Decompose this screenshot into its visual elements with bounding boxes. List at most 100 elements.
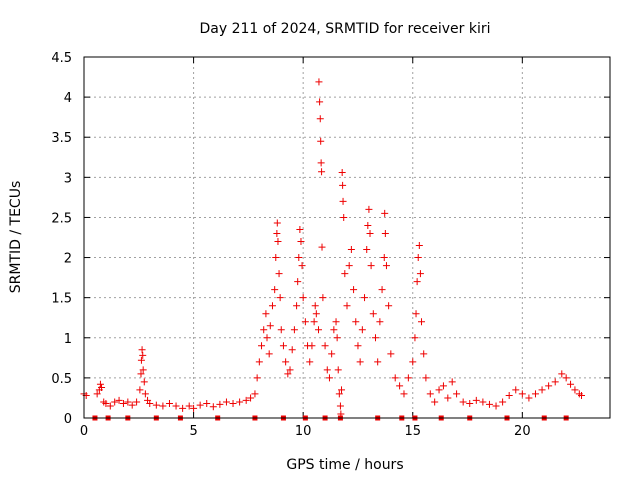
data-point (365, 205, 373, 213)
data-point (551, 378, 559, 386)
data-point (422, 374, 430, 382)
data-point (98, 384, 106, 392)
data-point (172, 402, 180, 410)
data-point (315, 78, 323, 86)
data-point (111, 398, 119, 406)
data-point (273, 229, 281, 237)
data-point (466, 400, 474, 408)
y-tick-label: 2 (64, 252, 72, 267)
data-point (296, 225, 304, 233)
data-point (578, 392, 586, 400)
y-tick-label: 2.5 (51, 211, 72, 226)
data-point (333, 334, 341, 342)
data-point (411, 334, 419, 342)
y-tick-label: 0 (64, 412, 72, 427)
y-tick-label: 4.5 (51, 51, 72, 66)
data-point (338, 386, 346, 394)
data-point (431, 398, 439, 406)
data-point (318, 168, 326, 176)
data-point (339, 197, 347, 205)
data-point (363, 246, 371, 254)
data-point (335, 390, 343, 398)
data-point (334, 366, 342, 374)
data-point (562, 374, 570, 382)
data-point (413, 278, 421, 286)
data-point (251, 390, 259, 398)
data-point (358, 326, 366, 334)
data-point (128, 401, 136, 409)
data-point (253, 374, 261, 382)
data-point (492, 402, 500, 410)
data-point (317, 137, 325, 145)
data-point (321, 342, 329, 350)
data-point (400, 390, 408, 398)
data-point (420, 350, 428, 358)
data-point (448, 378, 456, 386)
data-point (196, 401, 204, 409)
data-point (485, 400, 493, 408)
data-point (371, 334, 379, 342)
data-point (415, 242, 423, 250)
data-point (512, 386, 520, 394)
data-point (316, 115, 324, 123)
data-point (124, 398, 132, 406)
data-point (315, 326, 323, 334)
data-point (404, 374, 412, 382)
data-point (412, 310, 420, 318)
data-point (558, 370, 566, 378)
data-point (290, 326, 298, 334)
data-point (179, 404, 187, 412)
data-point (381, 209, 389, 217)
data-point (258, 342, 266, 350)
data-point (152, 401, 160, 409)
data-point (284, 370, 292, 378)
y-tick-label: 0.5 (51, 372, 72, 387)
data-point (247, 394, 255, 402)
data-point (453, 390, 461, 398)
data-point (268, 302, 276, 310)
data-point (229, 400, 237, 408)
x-tick-label: 15 (404, 424, 421, 439)
data-point (354, 342, 362, 350)
data-point (312, 310, 320, 318)
data-point (343, 302, 351, 310)
data-point (308, 342, 316, 350)
data-point (459, 398, 467, 406)
data-point (387, 350, 395, 358)
data-point (369, 310, 377, 318)
y-tick-label: 3 (64, 171, 72, 186)
data-point (364, 221, 372, 229)
data-point (263, 334, 271, 342)
data-point (139, 366, 147, 374)
data-point (317, 159, 325, 167)
data-point (294, 278, 302, 286)
data-point (93, 390, 101, 398)
data-point (325, 374, 333, 382)
data-point (266, 322, 274, 330)
data-point (265, 350, 273, 358)
x-axis-label: GPS time / hours (286, 457, 403, 473)
data-point (138, 346, 146, 354)
grid (84, 57, 610, 418)
data-point (378, 286, 386, 294)
data-point (505, 392, 513, 400)
data-point (279, 342, 287, 350)
data-point (260, 326, 268, 334)
data-point (350, 286, 358, 294)
data-point (316, 98, 324, 106)
data-point (306, 358, 314, 366)
data-point (242, 396, 250, 404)
data-point (318, 243, 326, 251)
data-point (286, 366, 294, 374)
data-point (297, 238, 305, 246)
data-point (367, 262, 375, 270)
data-points (80, 78, 586, 418)
data-point (96, 380, 104, 388)
data-point (277, 326, 285, 334)
data-point (571, 386, 579, 394)
data-point (382, 262, 390, 270)
data-point (165, 400, 173, 408)
data-point (275, 270, 283, 278)
data-point (444, 394, 452, 402)
data-point (295, 254, 303, 262)
